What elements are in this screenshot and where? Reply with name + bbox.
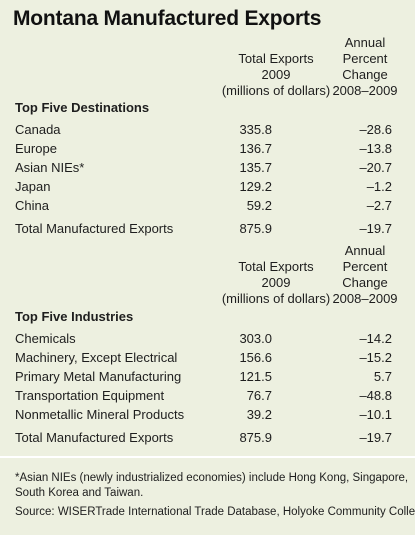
footnote-line-2: South Korea and Taiwan. bbox=[15, 487, 144, 499]
total-label: Total Manufactured Exports bbox=[15, 430, 174, 445]
row-value: 156.6 bbox=[239, 350, 272, 365]
row-value: 39.2 bbox=[246, 407, 272, 422]
row-label: Machinery, Except Electrical bbox=[15, 350, 178, 365]
total-value: 875.9 bbox=[239, 221, 272, 236]
header-total-exports-2: Total Exports 2009 (millions of dollars) bbox=[221, 259, 331, 306]
divider bbox=[0, 456, 415, 458]
row-label: Canada bbox=[15, 122, 61, 137]
row-change: –48.8 bbox=[359, 388, 392, 403]
row-value: 59.2 bbox=[246, 198, 272, 213]
row-value: 335.8 bbox=[239, 122, 272, 137]
total-label: Total Manufactured Exports bbox=[15, 221, 174, 236]
row-label: Chemicals bbox=[15, 331, 76, 346]
total-change: –19.7 bbox=[359, 221, 392, 236]
row-value: 76.7 bbox=[246, 388, 272, 403]
header-annual-change-1: Annual Percent Change 2008–2009 bbox=[332, 35, 398, 98]
row-value: 136.7 bbox=[239, 141, 272, 156]
row-change: –1.2 bbox=[366, 179, 392, 194]
total-value: 875.9 bbox=[239, 430, 272, 445]
header-annual-change-2: Annual Percent Change 2008–2009 bbox=[332, 243, 398, 306]
row-label: Europe bbox=[15, 141, 57, 156]
header-total-exports-1: Total Exports 2009 (millions of dollars) bbox=[221, 51, 331, 98]
row-label: China bbox=[15, 198, 49, 213]
row-value: 303.0 bbox=[239, 331, 272, 346]
section-heading-destinations: Top Five Destinations bbox=[15, 100, 150, 115]
row-value: 121.5 bbox=[239, 369, 272, 384]
row-change: –15.2 bbox=[359, 350, 392, 365]
row-change: –2.7 bbox=[366, 198, 392, 213]
row-label: Nonmetallic Mineral Products bbox=[15, 407, 185, 422]
total-change: –19.7 bbox=[359, 430, 392, 445]
row-change: –10.1 bbox=[359, 407, 392, 422]
row-value: 129.2 bbox=[239, 179, 272, 194]
row-change: –14.2 bbox=[359, 331, 392, 346]
row-label: Transportation Equipment bbox=[15, 388, 165, 403]
source-note: Source: WISERTrade International Trade D… bbox=[15, 506, 415, 518]
row-label: Primary Metal Manufacturing bbox=[15, 369, 182, 384]
row-change: –28.6 bbox=[359, 122, 392, 137]
footnote-line-1: *Asian NIEs (newly industrialized econom… bbox=[15, 472, 409, 484]
page-title: Montana Manufactured Exports bbox=[13, 7, 322, 30]
row-change: –20.7 bbox=[359, 160, 392, 175]
row-label: Asian NIEs* bbox=[15, 160, 85, 175]
row-label: Japan bbox=[15, 179, 51, 194]
row-change: –13.8 bbox=[359, 141, 392, 156]
row-value: 135.7 bbox=[239, 160, 272, 175]
row-change: 5.7 bbox=[373, 369, 392, 384]
section-heading-industries: Top Five Industries bbox=[15, 309, 134, 324]
